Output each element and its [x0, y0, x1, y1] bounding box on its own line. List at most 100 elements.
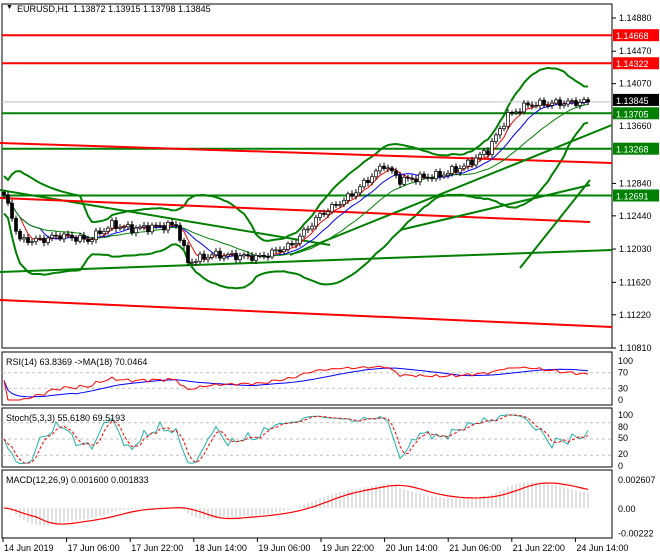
candle-body	[410, 177, 414, 180]
time-label: 21 Jun 22:00	[513, 543, 565, 553]
candle-body	[262, 254, 266, 257]
candle-body	[378, 165, 382, 172]
trend-line	[399, 184, 591, 231]
candle-body	[54, 234, 58, 237]
candle-body	[98, 230, 102, 235]
trend-line	[0, 299, 613, 328]
candle-body	[274, 249, 278, 252]
candle-body	[62, 233, 66, 240]
candle-body	[338, 204, 342, 206]
candle-body	[374, 170, 378, 178]
price-tick-label: 1.12030	[619, 244, 652, 254]
candle-body	[530, 104, 534, 107]
candle-body	[6, 194, 10, 204]
candle-body	[226, 254, 230, 257]
moving-average	[3, 101, 589, 259]
candle-body	[570, 100, 574, 102]
candle-body	[518, 111, 522, 114]
candle-body	[582, 99, 586, 103]
candle-body	[86, 238, 90, 242]
trend-line	[0, 142, 613, 164]
macd-tick: 0.002607	[618, 475, 656, 485]
current-price-label: 1.13845	[616, 96, 649, 106]
candle-body	[106, 227, 110, 232]
dropdown-triangle-icon[interactable]: ▼	[6, 4, 13, 11]
candle-body	[574, 100, 578, 106]
candle-body	[154, 224, 158, 227]
price-tick-label: 1.11620	[619, 277, 651, 287]
panel-frame	[1, 407, 613, 468]
candle-body	[42, 238, 46, 243]
macd-signal-line	[3, 482, 589, 525]
candle-body	[402, 176, 406, 185]
stoch-label: Stoch(5,3,3) 55.6180 69.5193	[6, 413, 126, 423]
price-tick-label: 1.12440	[619, 211, 652, 221]
candle-body	[546, 104, 550, 107]
candle-body	[206, 256, 210, 260]
candle-body	[266, 256, 270, 258]
rsi-label: RSI(14) 63.8369 ->MA(18) 70.0464	[6, 357, 148, 367]
candle-body	[278, 249, 282, 252]
panel-frame	[1, 3, 613, 349]
candle-body	[514, 111, 518, 114]
candle-body	[142, 225, 146, 228]
stoch-tick: 50	[618, 433, 628, 443]
candle-body	[586, 99, 590, 103]
candle-body	[394, 170, 398, 176]
candle-body	[322, 212, 326, 215]
candle-body	[258, 254, 262, 257]
candle-body	[466, 159, 470, 167]
rsi-tick: 0	[618, 395, 623, 405]
trend-line	[0, 249, 613, 273]
candle-body	[502, 125, 506, 130]
candle-body	[498, 128, 502, 136]
candle-body	[426, 176, 430, 179]
time-label: 17 Jun 06:00	[68, 543, 120, 553]
level-flag-label: 1.13705	[616, 109, 649, 119]
candle-body	[390, 167, 394, 172]
candle-body	[214, 250, 218, 256]
level-flag	[613, 142, 659, 155]
candle-body	[298, 235, 302, 244]
time-label: 19 Jun 22:00	[322, 543, 374, 553]
candle-body	[186, 245, 190, 263]
candle-body	[566, 100, 570, 105]
candle-body	[282, 249, 286, 252]
candle-body	[526, 102, 530, 106]
candle-body	[126, 224, 130, 228]
candle-body	[346, 193, 350, 201]
candle-body	[246, 254, 250, 257]
candle-body	[450, 166, 454, 174]
level-flag-label: 1.14668	[616, 31, 649, 41]
candle-body	[554, 99, 558, 104]
candle-body	[26, 237, 30, 243]
candle-body	[202, 253, 206, 260]
candle-body	[222, 255, 226, 259]
candle-body	[30, 241, 34, 243]
candle-body	[350, 193, 354, 197]
time-label: 21 Jun 06:00	[449, 543, 501, 553]
candle-body	[442, 174, 446, 178]
candle-body	[306, 228, 310, 231]
time-label: 17 Jun 22:00	[131, 543, 183, 553]
price-tick-label: 1.11220	[619, 310, 651, 320]
level-flag	[613, 29, 659, 42]
candle-body	[494, 134, 498, 142]
candle-body	[158, 225, 162, 227]
level-flag	[613, 57, 659, 70]
candle-body	[242, 254, 246, 257]
candle-body	[474, 157, 478, 166]
candle-body	[94, 230, 98, 241]
candle-body	[542, 99, 546, 106]
price-tick-label: 1.10810	[619, 343, 652, 353]
candle-body	[190, 261, 194, 264]
candle-body	[138, 226, 142, 229]
candle-body	[70, 234, 74, 239]
bollinger-upper	[3, 66, 589, 242]
moving-average	[3, 104, 589, 258]
candle-body	[382, 165, 386, 169]
candle-body	[150, 224, 154, 233]
candle-body	[534, 105, 538, 108]
